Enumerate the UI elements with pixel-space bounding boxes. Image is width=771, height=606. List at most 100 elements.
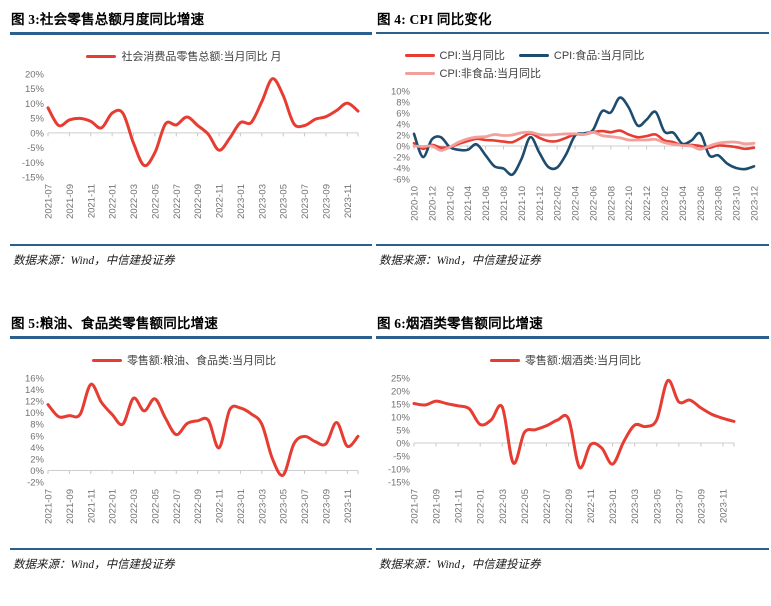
x-axis-tick-label: 2021-11 bbox=[86, 489, 97, 523]
x-axis-tick-label: 2021-11 bbox=[86, 184, 97, 218]
x-axis-tick-label: 2021-02 bbox=[445, 186, 456, 221]
x-axis-tick-label: 2023-05 bbox=[652, 489, 663, 524]
x-axis-tick-label: 2023-05 bbox=[279, 184, 290, 219]
y-axis-tick-label: -2% bbox=[393, 153, 410, 164]
legend-line-swatch bbox=[91, 358, 122, 362]
y-axis-tick-label: 8% bbox=[30, 420, 44, 431]
bottom-rule bbox=[376, 244, 769, 246]
legend-label: 零售额:烟酒类:当月同比 bbox=[524, 355, 642, 367]
x-axis-tick-label: 2023-11 bbox=[718, 489, 729, 523]
title-rule bbox=[10, 336, 372, 339]
y-axis-tick-label: 25% bbox=[391, 374, 411, 385]
chart-canvas: 16% 14% 12% 10% 8% 6% 4% 2% 0% -2% 2021-07 2021-09 2… bbox=[12, 371, 372, 547]
y-axis-tick-label: 6% bbox=[30, 431, 44, 442]
legend-item: CPI:当月同比 bbox=[404, 47, 505, 63]
line-chart: 20% 15% 10% 5% 0% -5% -10% -15%2021-07 2021-09 20… bbox=[22, 70, 360, 219]
chart-canvas: 25% 20% 15% 10% 5% 0% -5% -10% -15% 2021-07 2021-0… bbox=[378, 371, 769, 547]
x-axis-tick-label: 2021-12 bbox=[535, 186, 546, 221]
y-axis-tick-label: -15% bbox=[22, 173, 45, 184]
x-axis-tick-label: 2021-07 bbox=[410, 489, 421, 524]
figure-title: 图 6:烟酒类零售额同比增速 bbox=[377, 316, 543, 331]
y-axis-tick-label: 0% bbox=[396, 142, 410, 153]
legend-label: CPI:当月同比 bbox=[439, 50, 505, 63]
series-line bbox=[46, 382, 360, 477]
y-axis-tick-label: 0% bbox=[30, 128, 44, 139]
x-axis-tick-label: 2022-11 bbox=[215, 184, 226, 218]
source-note: 数据来源：Wind，中信建投证券 bbox=[13, 559, 175, 571]
y-axis-tick-label: -10% bbox=[22, 158, 45, 169]
series-line bbox=[412, 131, 756, 153]
x-axis-tick-label: 2022-02 bbox=[553, 186, 564, 221]
legend-line-swatch bbox=[489, 358, 520, 362]
y-axis-tick-label: -2% bbox=[27, 478, 44, 489]
y-axis-tick-label: 12% bbox=[25, 397, 45, 408]
x-axis-tick-label: 2022-01 bbox=[476, 489, 487, 524]
x-axis-tick-label: 2023-02 bbox=[660, 186, 671, 221]
x-axis-tick-label: 2023-09 bbox=[321, 184, 332, 219]
source-note: 数据来源：Wind，中信建投证券 bbox=[13, 255, 175, 267]
y-axis-tick-label: -6% bbox=[393, 175, 410, 186]
series-line bbox=[412, 96, 756, 177]
chart-legend: 零售额:粮油、食品类:当月同比 bbox=[91, 351, 290, 369]
x-axis-tick-label: 2023-01 bbox=[608, 489, 619, 524]
x-axis-tick-label: 2022-06 bbox=[588, 186, 599, 221]
line-chart: 25% 20% 15% 10% 5% 0% -5% -10% -15%2021-07 2021-0… bbox=[388, 374, 736, 524]
title-rule bbox=[376, 32, 769, 35]
x-axis-tick-label: 2021-06 bbox=[481, 186, 492, 221]
x-axis-tick-label: 2023-09 bbox=[321, 489, 332, 524]
figure-title: 图 3:社会零售总额月度同比增速 bbox=[11, 12, 205, 27]
figure-title: 图 4: CPI 同比变化 bbox=[377, 12, 492, 27]
x-axis-tick-label: 2022-05 bbox=[520, 489, 531, 524]
y-axis-tick-label: 10% bbox=[25, 99, 45, 110]
y-axis-tick-label: -4% bbox=[393, 164, 410, 175]
x-axis-tick-label: 2023-07 bbox=[674, 489, 685, 524]
series-line bbox=[46, 77, 360, 168]
y-axis-tick-label: 20% bbox=[391, 387, 411, 398]
y-axis-tick-label: 8% bbox=[396, 98, 410, 109]
y-axis-tick-label: 10% bbox=[391, 87, 411, 98]
line-chart: 16%14%12%10%8%6%4%2%0%-2%2021-07 2021-09 2… bbox=[25, 374, 360, 524]
x-axis-tick-label: 2022-09 bbox=[193, 184, 204, 219]
legend-item: CPI:食品:当月同比 bbox=[518, 47, 645, 63]
y-axis-tick-label: 15% bbox=[25, 84, 45, 95]
y-axis-tick-label: -5% bbox=[393, 452, 410, 463]
chart-canvas: 10% 8% 6% 4% 2% 0% -2% -4% -6% 2020-10 2020-12 2021… bbox=[378, 84, 769, 244]
legend-label: CPI:食品:当月同比 bbox=[553, 50, 645, 63]
x-axis-tick-label: 2022-11 bbox=[215, 489, 226, 523]
x-axis-tick-label: 2021-11 bbox=[454, 489, 465, 523]
figure-panel-4: 图 4: CPI 同比变化 CPI:当月同比 CPI:食品:当月同比 CPI:非食品… bbox=[376, 8, 769, 268]
x-axis-tick-label: 2023-01 bbox=[236, 184, 247, 219]
x-axis-tick-label: 2021-10 bbox=[517, 186, 528, 221]
x-axis-tick-label: 2021-08 bbox=[499, 186, 510, 221]
x-axis-tick-label: 2023-01 bbox=[236, 489, 247, 524]
legend-line-swatch bbox=[518, 53, 549, 57]
y-axis-tick-label: -15% bbox=[388, 478, 411, 489]
report-figure-grid: 图 3:社会零售总额月度同比增速 社会消费品零售总额:当月同比 月 20% 15%… bbox=[10, 8, 769, 571]
series-line bbox=[412, 379, 736, 470]
y-axis-tick-label: 4% bbox=[396, 120, 410, 131]
x-axis-tick-label: 2020-10 bbox=[410, 186, 421, 221]
x-axis-tick-label: 2023-07 bbox=[300, 184, 311, 219]
x-axis-tick-label: 2023-03 bbox=[630, 489, 641, 524]
line-chart: 10%8%6%4%2%0%-2%-4%-6%2020-10 2020-12 2021… bbox=[391, 87, 761, 221]
y-axis-tick-label: 15% bbox=[391, 400, 411, 411]
y-axis-tick-label: 16% bbox=[25, 374, 45, 385]
x-axis-tick-label: 2021-07 bbox=[44, 184, 55, 219]
x-axis-tick-label: 2021-04 bbox=[463, 186, 474, 221]
x-axis-tick-label: 2022-04 bbox=[571, 186, 582, 221]
bottom-rule bbox=[10, 244, 372, 246]
x-axis-tick-label: 2022-01 bbox=[108, 184, 119, 219]
x-axis-tick-label: 2022-11 bbox=[586, 489, 597, 523]
figure-title: 图 5:粮油、食品类零售额同比增速 bbox=[11, 316, 219, 331]
chart-legend: 零售额:烟酒类:当月同比 bbox=[489, 351, 655, 369]
x-axis-tick-label: 2023-06 bbox=[696, 186, 707, 221]
legend-label: CPI:非食品:当月同比 bbox=[439, 68, 541, 81]
x-axis-tick-label: 2022-09 bbox=[193, 489, 204, 524]
x-axis-tick-label: 2022-07 bbox=[172, 184, 183, 219]
chart-legend: 社会消费品零售总额:当月同比 月 bbox=[86, 47, 295, 65]
y-axis-tick-label: 4% bbox=[30, 443, 44, 454]
x-axis-tick-label: 2022-08 bbox=[606, 186, 617, 221]
chart-canvas: 20% 15% 10% 5% 0% -5% -10% -15% 2021-07 2021-09 20… bbox=[12, 67, 372, 242]
x-axis-tick-label: 2021-09 bbox=[65, 184, 76, 219]
x-axis-tick-label: 2023-05 bbox=[279, 489, 290, 524]
